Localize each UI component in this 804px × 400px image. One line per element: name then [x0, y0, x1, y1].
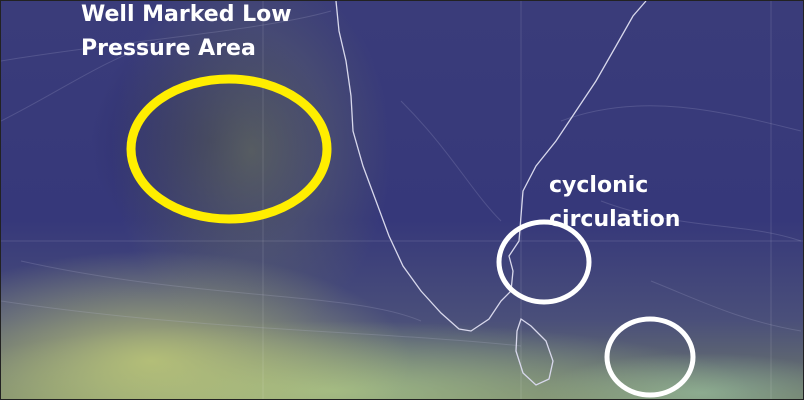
cyclonic-label-line2: circulation [549, 207, 681, 232]
low-pressure-label-line2: Pressure Area [81, 36, 256, 61]
cyclonic-marker-2 [604, 316, 696, 398]
cyclonic-label-line1: cyclonic [549, 173, 649, 198]
cyclonic-label: cyclonic circulation [549, 169, 680, 237]
cyclonic-marker-1 [496, 219, 592, 305]
low-pressure-marker [126, 74, 332, 224]
india-coastline [335, 1, 647, 332]
wind-streaks [1, 10, 802, 347]
sri-lanka-coastline [515, 317, 554, 386]
low-pressure-label-line1: Well Marked Low [81, 2, 292, 27]
low-pressure-label: Well Marked Low Pressure Area [81, 1, 292, 66]
